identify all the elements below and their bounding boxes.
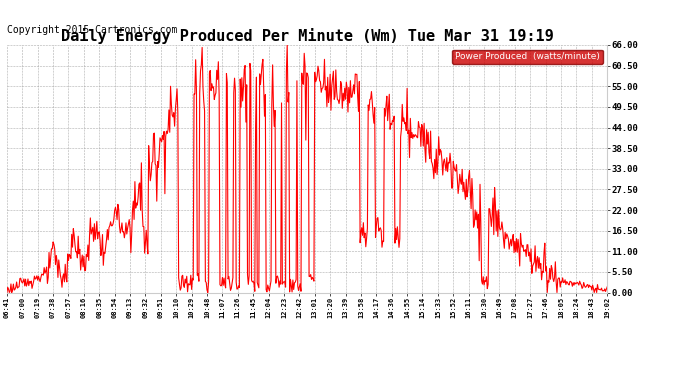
Text: Copyright 2015 Cartronics.com: Copyright 2015 Cartronics.com [7,25,177,35]
Legend: Power Produced  (watts/minute): Power Produced (watts/minute) [453,50,602,64]
Title: Daily Energy Produced Per Minute (Wm) Tue Mar 31 19:19: Daily Energy Produced Per Minute (Wm) Tu… [61,28,553,44]
